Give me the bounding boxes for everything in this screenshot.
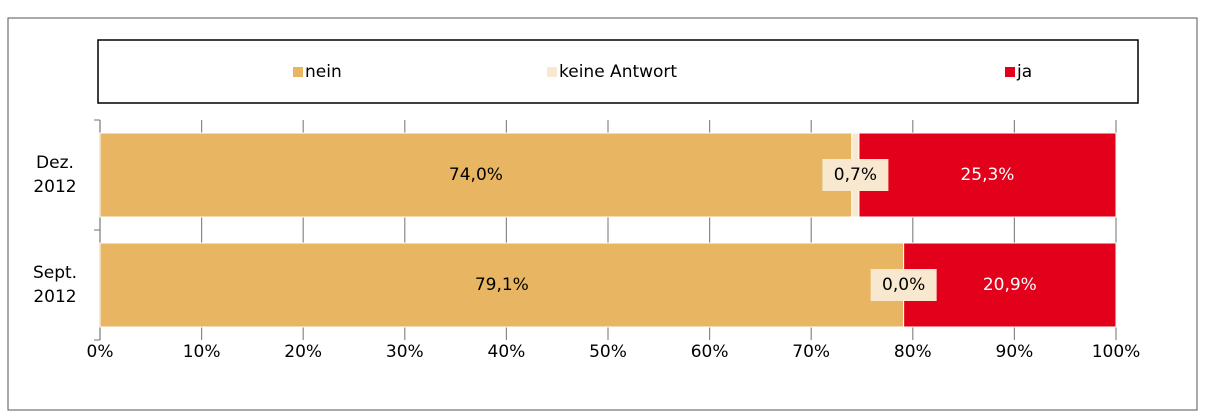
x-tick-label: 100%: [1092, 342, 1141, 362]
legend-label: keine Antwort: [559, 62, 677, 82]
y-tick-label: Dez. 2012: [33, 153, 77, 197]
label-box: [822, 159, 889, 191]
x-tick-label: 50%: [589, 342, 627, 362]
x-tick-label: 70%: [792, 342, 830, 362]
x-tick-label: 30%: [386, 342, 424, 362]
legend-label: ja: [1016, 62, 1032, 82]
bar-segment: [903, 242, 1117, 328]
x-tick-label: 90%: [996, 342, 1034, 362]
bar-segment: [99, 242, 905, 328]
bar-segment: [99, 132, 853, 218]
data-label: 74,0%: [449, 165, 503, 185]
x-tick-label: 60%: [691, 342, 729, 362]
x-tick-label: 0%: [87, 342, 114, 362]
x-tick-label: 80%: [894, 342, 932, 362]
legend-box: [97, 39, 1139, 104]
y-tick-label: Sept. 2012: [32, 263, 78, 307]
legend-swatch: [1005, 67, 1015, 77]
x-tick-label: 40%: [488, 342, 526, 362]
bar-segment: [858, 132, 1117, 218]
legend-swatch: [293, 67, 303, 77]
legend-label: nein: [305, 62, 342, 82]
data-label: 20,9%: [983, 275, 1037, 295]
data-label: 0,0%: [882, 275, 925, 295]
chart-frame: [7, 17, 1198, 411]
data-label: 79,1%: [475, 275, 529, 295]
x-tick-label: 10%: [183, 342, 221, 362]
x-tick-label: 20%: [284, 342, 322, 362]
data-label: 0,7%: [834, 165, 877, 185]
data-label: 25,3%: [960, 165, 1014, 185]
label-box: [870, 269, 937, 301]
legend-swatch: [547, 67, 557, 77]
